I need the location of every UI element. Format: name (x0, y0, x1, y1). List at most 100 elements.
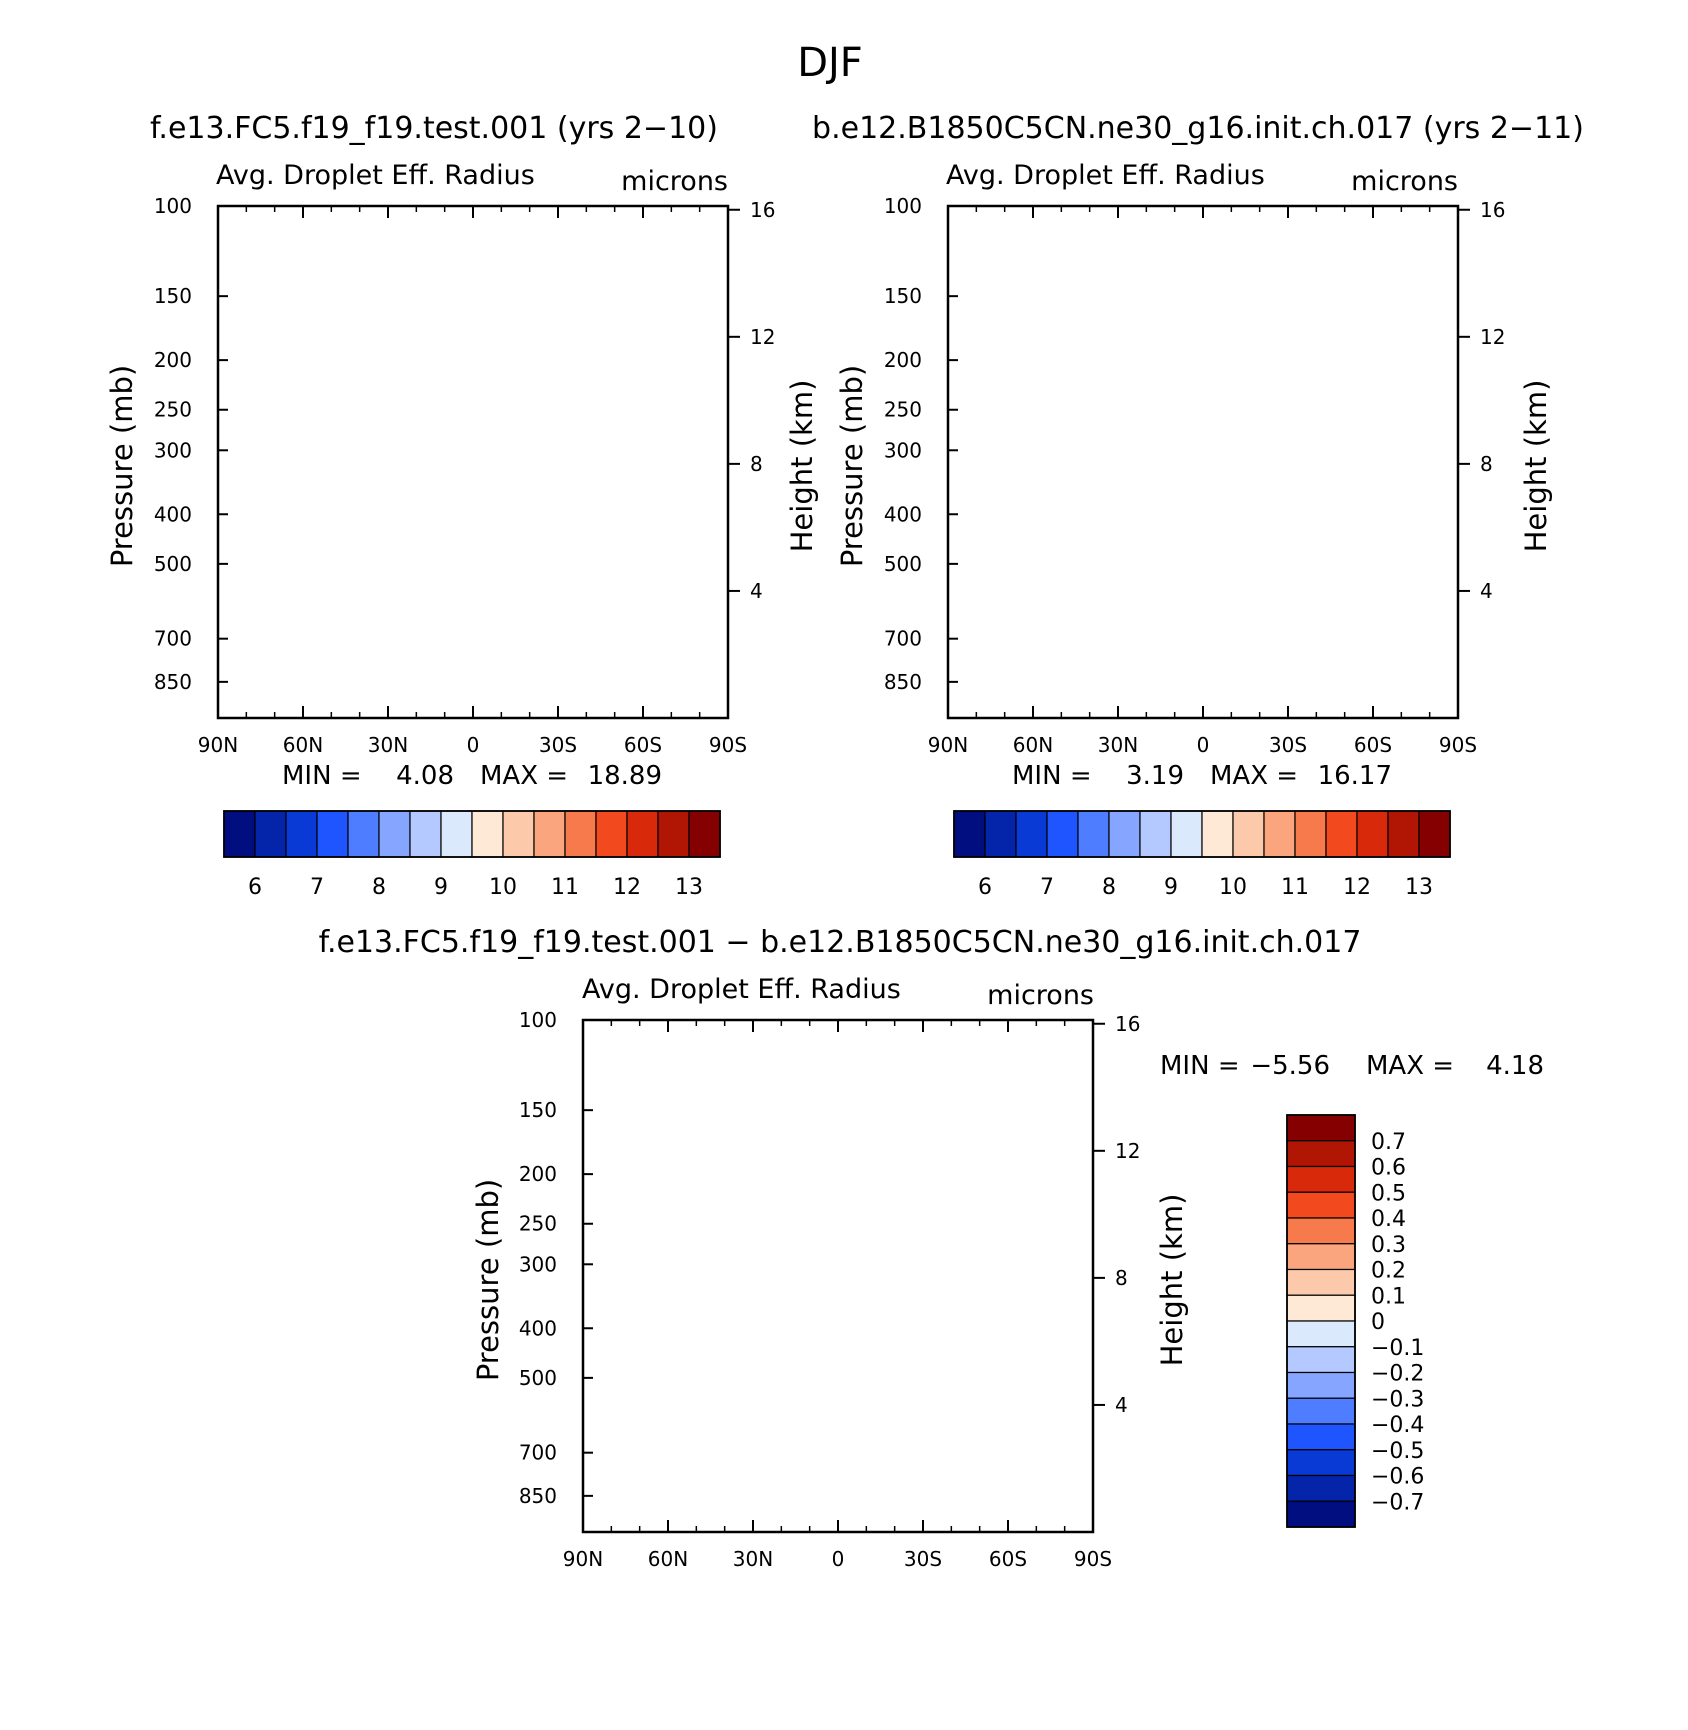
colorbar-box (471, 810, 504, 858)
y-tick-label: 400 (154, 502, 192, 526)
y-tick-label: 100 (884, 194, 922, 218)
panel-1-ylabel: Pressure (mb) (105, 365, 139, 567)
colorbar-box (1263, 810, 1296, 858)
y-right-tick-label: 8 (1480, 452, 1493, 476)
colorbar-box (409, 810, 442, 858)
y-tick-label: 300 (154, 438, 192, 462)
x-tick-label: 90N (198, 733, 238, 757)
panel-2-max-value: 16.17 (1318, 761, 1392, 791)
colorbar-label: 10 (489, 875, 517, 900)
colorbar-label: 12 (613, 875, 641, 900)
x-tick-label: 90S (709, 733, 747, 757)
colorbar-box (688, 810, 721, 858)
colorbar-box (595, 810, 628, 858)
panel-1-variable: Avg. Droplet Eff. Radius (216, 160, 535, 191)
x-tick-label: 0 (1197, 733, 1210, 757)
y-right-tick-label: 8 (750, 452, 763, 476)
y-tick-label: 400 (884, 502, 922, 526)
colorbar-box (657, 810, 690, 858)
panel-2-title: b.e12.B1850C5CN.ne30_g16.init.ch.017 (yr… (812, 111, 1584, 146)
panel-2-plot: 100 150 200 250 300 400 500 700 850 16 12 8 4 90N 60N 3… (884, 194, 1506, 757)
panel-1-min-value: 4.08 (396, 761, 454, 791)
y-tick-label: 850 (154, 670, 192, 694)
panel-3-title: f.e13.FC5.f19_f19.test.001 − b.e12.B1850… (319, 925, 1362, 960)
panel-1-units: microns (621, 166, 728, 197)
panel-2-ylabel-right: Height (km) (1519, 380, 1553, 553)
colorbar-box (1015, 810, 1048, 858)
plot-frame (216, 204, 730, 720)
panel-1-min-label: MIN = (282, 761, 362, 791)
y-tick-label: 300 (884, 438, 922, 462)
y-right-tick-label: 16 (750, 198, 775, 222)
x-tick-label: 90S (1439, 733, 1477, 757)
panel-1-colorbar: 6 7 8 9 10 11 12 13 (223, 810, 721, 900)
colorbar-box (1325, 810, 1358, 858)
y-tick-label: 700 (154, 627, 192, 651)
colorbar-box (1139, 810, 1172, 858)
colorbar-label: 9 (434, 875, 448, 900)
colorbar-label: 6 (248, 875, 262, 900)
colorbar-frame (953, 810, 1451, 858)
y-tick-label: 250 (154, 398, 192, 422)
panel-2-min-value: 3.19 (1126, 761, 1184, 791)
y-right-tick-label: 16 (1480, 198, 1505, 222)
colorbar-label: 9 (1164, 875, 1178, 900)
colorbar-box (564, 810, 597, 858)
colorbar-box (378, 810, 411, 858)
plot-frame (946, 204, 1460, 720)
colorbar-box (533, 810, 566, 858)
colorbar-box (1232, 810, 1265, 858)
panel-1-plot: 100 150 200 250 300 400 500 700 850 16 12 8 4 90N 60N 3… (154, 194, 776, 757)
x-tick-label: 60N (283, 733, 323, 757)
colorbar-box (1356, 810, 1389, 858)
panel-3-variable: Avg. Droplet Eff. Radius (582, 974, 901, 1005)
colorbar-box (1418, 810, 1451, 858)
figure-title: DJF (797, 40, 863, 86)
panel-3: f.e13.FC5.f19_f19.test.001 − b.e12.B1850… (319, 925, 1544, 1571)
colorbar-label: 10 (1219, 875, 1247, 900)
x-tick-label: 60N (1013, 733, 1053, 757)
colorbar-box (440, 810, 473, 858)
panel-1-ylabel-right: Height (km) (785, 380, 819, 553)
colorbar-box (502, 810, 535, 858)
colorbar-label: 6 (978, 875, 992, 900)
x-tick-label: 30N (368, 733, 408, 757)
x-tick-label: 60S (1354, 733, 1392, 757)
colorbar-box (626, 810, 659, 858)
panel-2-ylabel: Pressure (mb) (835, 365, 869, 567)
y-right-tick-label: 12 (750, 325, 775, 349)
panel-1-title: f.e13.FC5.f19_f19.test.001 (yrs 2−10) (150, 111, 718, 146)
colorbar-box (1387, 810, 1420, 858)
colorbar-box (347, 810, 380, 858)
y-tick-label: 100 (154, 194, 192, 218)
panel-2-units: microns (1351, 166, 1458, 197)
x-tick-label: 30S (539, 733, 577, 757)
x-tick-label: 30S (1269, 733, 1307, 757)
colorbar-box (316, 810, 349, 858)
colorbar-box (1170, 810, 1203, 858)
y-tick-label: 200 (884, 348, 922, 372)
colorbar-box (953, 810, 986, 858)
colorbar-label: 7 (310, 875, 324, 900)
panel-2-variable: Avg. Droplet Eff. Radius (946, 160, 1265, 191)
colorbar-label: 13 (675, 875, 703, 900)
y-right-tick-label: 4 (750, 579, 763, 603)
colorbar-box (254, 810, 287, 858)
y-tick-label: 500 (154, 552, 192, 576)
colorbar-label: 7 (1040, 875, 1054, 900)
y-right-tick-label: 4 (1480, 579, 1493, 603)
colorbar-box (1201, 810, 1234, 858)
colorbar-box (984, 810, 1017, 858)
panel-2-max-label: MAX = (1210, 761, 1298, 791)
colorbar-box (1108, 810, 1141, 858)
panel-1-max-value: 18.89 (588, 761, 662, 791)
colorbar-box (1077, 810, 1110, 858)
panel-1-max-label: MAX = (480, 761, 568, 791)
y-tick-label: 700 (884, 627, 922, 651)
y-tick-label: 150 (884, 284, 922, 308)
panel-2: b.e12.B1850C5CN.ne30_g16.init.ch.017 (yr… (812, 111, 1584, 900)
y-tick-label: 500 (884, 552, 922, 576)
y-tick-label: 250 (884, 398, 922, 422)
